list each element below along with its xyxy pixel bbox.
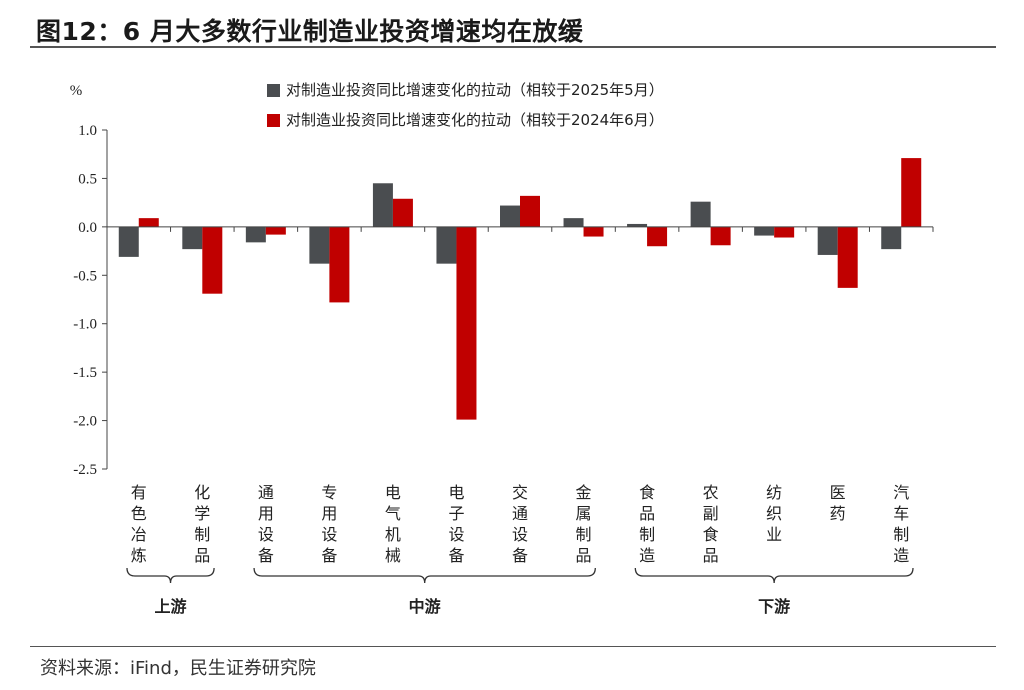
y-tick-label: -2.0 (73, 414, 97, 430)
title-divider (30, 46, 996, 48)
y-axis: % 1.0 0.5 0.0 -0.5 -1.0 -1.5 -2.0 -2.5 (70, 83, 108, 478)
category-label: 有色冶炼 (131, 483, 147, 565)
category-label: 食品制造 (639, 483, 655, 565)
bar-series-1-6 (436, 226, 457, 264)
legend-label-2: 对制造业投资同比增速变化的拉动（相较于2024年6月） (286, 111, 664, 129)
legend-swatch-2 (267, 114, 280, 127)
y-tick-label: -2.5 (73, 462, 97, 478)
legend: 对制造业投资同比增速变化的拉动（相较于2025年5月） 对制造业投资同比增速变化的… (267, 81, 664, 129)
bar-series-1-13 (881, 226, 902, 250)
bar-series-1-4 (309, 226, 330, 264)
bar-series-2-8 (583, 226, 604, 237)
bar-series-2-5 (392, 198, 413, 227)
bar-series-1-1 (118, 226, 139, 257)
group-bracket (634, 567, 914, 584)
group-bracket (253, 567, 596, 584)
bar-series-2-7 (520, 195, 540, 227)
category-label: 通用设备 (258, 483, 274, 565)
bar-series-1-12 (817, 226, 838, 255)
bar-series-2-6 (456, 226, 477, 420)
bar-series-2-12 (837, 226, 858, 288)
category-label: 医药 (830, 483, 846, 523)
y-tick-label: 0.5 (78, 171, 97, 187)
bar-series-2-13 (901, 158, 922, 227)
x-axis: 有色冶炼 化学制品 通用设备 专用设备 电气机械 电子设备 交通设备 金属制品 食品制造 农副食品… (106, 226, 934, 565)
category-label: 金属制品 (576, 483, 592, 565)
y-tick-label: 0.0 (78, 220, 97, 236)
chart-title: 图12：6 月大多数行业制造业投资增速均在放缓 (36, 17, 584, 46)
y-tick-label: -0.5 (73, 268, 97, 284)
bar-series-2-11 (774, 226, 795, 238)
bar-series-1-2 (182, 226, 203, 250)
category-label: 专用设备 (321, 483, 337, 565)
group-bracket (126, 567, 215, 584)
group-label: 中游 (409, 597, 441, 616)
category-label: 纺织业 (766, 483, 782, 544)
footer-divider (30, 646, 996, 647)
bar-series-2-1 (138, 218, 159, 227)
bar-series-1-11 (754, 226, 775, 236)
group-label: 上游 (155, 597, 187, 616)
category-label: 化学制品 (194, 483, 210, 565)
category-label: 交通设备 (512, 483, 528, 565)
bar-series-2-4 (329, 226, 350, 303)
bar-series-2-2 (202, 226, 223, 294)
category-label: 农副食品 (703, 483, 719, 565)
category-groups: 上游 中游 下游 (126, 567, 914, 616)
legend-label-1: 对制造业投资同比增速变化的拉动（相较于2025年5月） (286, 81, 664, 99)
y-axis-unit: % (70, 83, 83, 99)
bar-chart: 对制造业投资同比增速变化的拉动（相较于2025年5月） 对制造业投资同比增速变化的… (70, 81, 934, 616)
source-note: 资料来源：iFind，民生证券研究院 (40, 658, 316, 679)
bar-series-1-8 (563, 218, 584, 227)
bar-series-1-3 (245, 226, 266, 243)
y-tick-label: 1.0 (78, 123, 97, 139)
group-label: 下游 (758, 597, 790, 616)
category-label: 电子设备 (448, 483, 464, 565)
legend-swatch-1 (267, 84, 280, 97)
bar-series-1-7 (500, 205, 520, 227)
bar-series-2-10 (710, 226, 731, 246)
category-label: 汽车制造 (893, 483, 909, 565)
bars (118, 158, 922, 420)
y-tick-label: -1.0 (73, 317, 97, 333)
bar-series-1-10 (690, 201, 711, 227)
bar-series-1-5 (372, 183, 393, 227)
bar-series-2-3 (265, 226, 286, 235)
bar-series-1-9 (627, 223, 648, 227)
bar-series-2-9 (647, 226, 668, 247)
y-tick-label: -1.5 (73, 365, 97, 381)
category-label: 电气机械 (385, 483, 401, 565)
